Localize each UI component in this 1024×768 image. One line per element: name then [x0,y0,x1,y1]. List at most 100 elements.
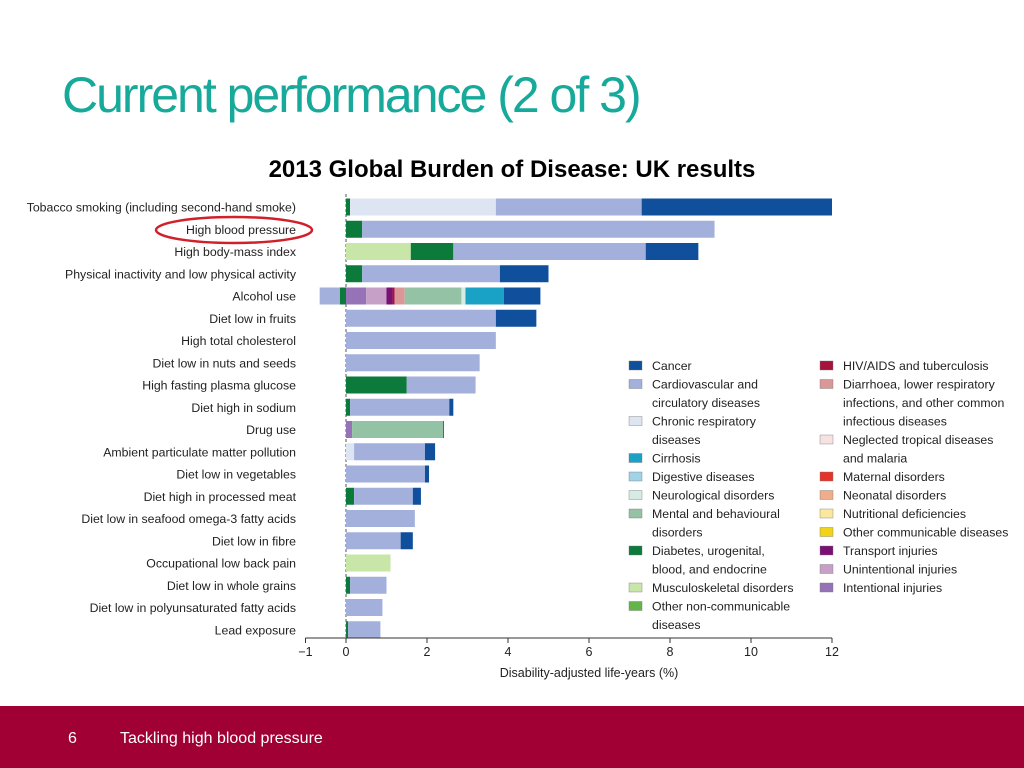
bar-segment-cardio [406,376,476,394]
legend-label-maternal: Maternal disorders [843,470,945,484]
category-label: High body-mass index [174,245,297,259]
burden-of-disease-chart: −1 0 2 4 6 8 10 12 Disability-adjusted life-year… [27,194,1008,680]
legend-swatch-maternal [819,471,834,482]
bar-segment-transport [386,287,393,305]
legend-label-digestive: Digestive diseases [652,470,755,484]
legend-swatch-chronic_resp [628,416,643,426]
legend-label-cardio: Cardiovascular and circulatory diseases [652,378,760,411]
bar-segment-cancer [424,465,430,483]
bar-segment-chronic_resp [346,443,355,461]
chart-title: 2013 Global Burden of Disease: UK result… [268,156,756,183]
bar-segment-diabetes [346,576,351,594]
bar-segment-diabetes [346,198,351,216]
x-tick-label: 12 [825,645,839,659]
category-label: Occupational low back pain [146,557,296,571]
bar-segment-cancer [641,198,832,216]
legend-swatch-unintentional [819,564,834,574]
bar-segment-cardio [346,309,496,327]
legend-label-diabetes: Diabetes, urogenital, blood, and endocrin… [652,544,767,577]
bar-segment-cancer [412,487,421,505]
bar-segment-cancer [449,398,454,416]
x-tick-label: −1 [298,645,312,659]
category-label: Physical inactivity and low physical act… [65,267,297,281]
bar-segment-hiv_tb [392,287,395,305]
category-label: Diet low in fibre [212,534,296,548]
bar-segment-cardio [495,198,642,216]
x-tick-label: 4 [505,645,512,659]
bar-segment-cardio [346,354,480,372]
legend-swatch-digestive [628,471,643,482]
legend-swatch-cancer [628,360,643,371]
category-label: High blood pressure [186,223,296,237]
legend-swatch-transport [819,545,834,556]
legend-label-cirrhosis: Cirrhosis [652,452,701,466]
bar-segment-cardio [453,243,646,260]
legend-swatch-mental [628,508,643,519]
legend-label-neonatal: Neonatal disorders [843,489,946,503]
bar-segment-diabetes [346,621,349,639]
legend-swatch-neonatal [819,490,834,500]
bar-segment-cancer [495,309,537,327]
legend-swatch-musculo [628,582,643,593]
bar-segment-diabetes [346,376,407,394]
bar-segment-diabetes [339,287,346,305]
bar-segment-cardio [350,576,387,594]
bar-segment-cardio [346,532,401,550]
bar-segment-cancer [503,287,541,305]
bar-segment-cardio [350,398,450,416]
bar-segment-mental [352,421,444,438]
legend-swatch-cardio [628,379,643,389]
legend-label-chronic_resp: Chronic respiratory diseases [652,415,757,448]
bar-segment-cancer [400,532,413,550]
x-tick-label: 10 [744,645,758,659]
category-label: High fasting plasma glucose [142,379,296,393]
bar-segment-cancer [499,265,549,283]
legend-label-transport: Transport injuries [843,544,938,558]
x-tick-label: 2 [424,645,431,659]
bar-segment-cardio [346,465,425,483]
bar-segment-diabetes [346,398,351,416]
bar-segment-unintentional [366,287,387,305]
legend-label-neuro: Neurological disorders [652,489,774,503]
bar-segment-diarrhoea [394,287,405,305]
x-tick-label: 8 [667,645,674,659]
bar-segment-musculo [346,243,411,260]
footer-bar: 6 Tackling high blood pressure [0,706,1024,768]
category-label: Ambient particulate matter pollution [103,445,296,459]
x-tick-label: 6 [586,645,593,659]
bar-segment-cancer [443,421,445,438]
legend-swatch-other_ncd [628,601,643,611]
bar-segment-cardio [346,510,415,527]
category-label: Diet low in nuts and seeds [152,356,296,370]
legend-label-musculo: Musculoskeletal disorders [652,581,793,595]
legend-swatch-ntd [819,434,834,445]
legend-swatch-intentional [819,582,834,593]
bar-segment-neuro [461,287,466,305]
legend-label-ntd: Neglected tropical diseases and malaria [843,433,993,466]
category-label: Diet low in polyunsaturated fatty acids [90,601,296,615]
category-label: Diet high in sodium [191,401,296,415]
legend-swatch-hiv_tb [819,360,834,371]
highlight-circle [154,215,314,245]
bar-segment-diabetes [410,243,454,260]
legend-label-other_comm: Other communicable diseases [843,526,1008,540]
legend-label-nutritional: Nutritional deficiencies [843,507,966,521]
footer-text: Tackling high blood pressure [120,730,323,747]
category-label: High total cholesterol [181,334,296,348]
bar-segment-musculo [346,554,391,572]
x-tick-label: 0 [343,645,350,659]
bar-segment-cardio [319,287,340,305]
legend-swatch-neuro [628,490,643,500]
legend-swatch-diarrhoea [819,379,834,389]
bar-segment-cardio [346,599,383,616]
bar-segment-intentional [346,287,367,305]
legend-label-unintentional: Unintentional injuries [843,563,957,577]
bar-segment-cirrhosis [465,287,504,305]
bar-segment-diabetes [346,265,363,283]
category-label: Tobacco smoking (including second-hand s… [27,201,296,215]
bar-segment-cardio [354,487,413,505]
bar-segment-cancer [645,243,699,260]
legend-swatch-nutritional [819,508,834,519]
bar-segment-cardio [362,265,500,283]
bar-segment-cardio [348,621,381,639]
